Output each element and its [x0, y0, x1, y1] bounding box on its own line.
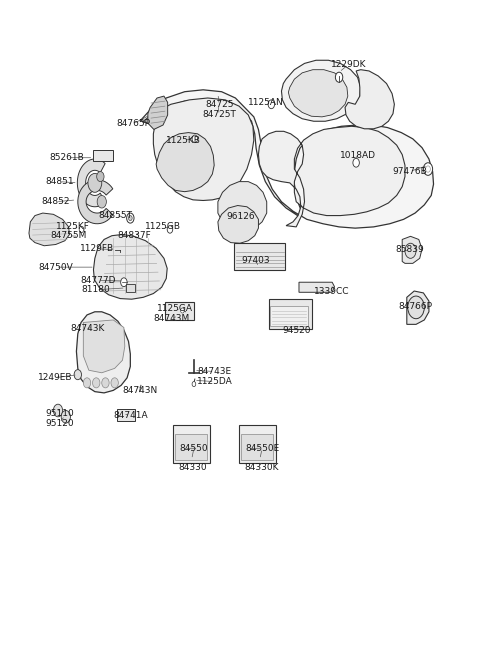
Circle shape — [192, 382, 196, 386]
Circle shape — [84, 378, 91, 388]
Polygon shape — [299, 282, 335, 292]
Text: 84855T: 84855T — [98, 211, 132, 220]
Text: 85261B: 85261B — [50, 153, 84, 162]
Circle shape — [79, 226, 84, 233]
Polygon shape — [407, 291, 429, 324]
Text: 84741A: 84741A — [113, 411, 148, 420]
Circle shape — [268, 100, 275, 109]
Circle shape — [129, 215, 132, 221]
Text: 84330K: 84330K — [245, 462, 279, 472]
Circle shape — [180, 308, 184, 313]
Text: 97403: 97403 — [242, 255, 270, 265]
Text: 84725T: 84725T — [203, 111, 236, 119]
Text: 1125KF: 1125KF — [56, 222, 90, 231]
Circle shape — [102, 378, 109, 388]
Polygon shape — [78, 179, 113, 224]
Text: 84852: 84852 — [41, 197, 70, 206]
FancyBboxPatch shape — [270, 306, 308, 326]
Circle shape — [408, 296, 424, 319]
FancyBboxPatch shape — [234, 243, 285, 270]
Text: 84550: 84550 — [180, 443, 208, 453]
Polygon shape — [148, 96, 168, 130]
Polygon shape — [76, 312, 131, 393]
Text: 84777D: 84777D — [80, 276, 116, 285]
FancyBboxPatch shape — [117, 409, 135, 421]
Text: 1229DK: 1229DK — [331, 60, 366, 69]
Text: 1018AD: 1018AD — [339, 151, 375, 160]
Polygon shape — [156, 132, 214, 192]
Text: 84851: 84851 — [45, 177, 73, 186]
FancyBboxPatch shape — [173, 425, 210, 462]
FancyBboxPatch shape — [176, 434, 207, 460]
FancyBboxPatch shape — [126, 284, 135, 291]
Polygon shape — [143, 98, 254, 200]
Polygon shape — [77, 159, 105, 207]
Text: 84743N: 84743N — [122, 386, 157, 395]
Circle shape — [405, 243, 416, 258]
Circle shape — [88, 174, 102, 193]
Text: 84766P: 84766P — [398, 302, 432, 311]
Text: 1129FB: 1129FB — [80, 244, 114, 253]
Text: 84743E: 84743E — [198, 367, 232, 376]
Text: 97476B: 97476B — [392, 167, 427, 176]
Text: 1125AN: 1125AN — [248, 98, 283, 107]
FancyBboxPatch shape — [269, 299, 312, 329]
Circle shape — [423, 162, 432, 176]
Text: 81180: 81180 — [82, 286, 110, 294]
FancyBboxPatch shape — [239, 425, 276, 462]
Circle shape — [336, 72, 343, 83]
FancyBboxPatch shape — [241, 434, 273, 460]
Polygon shape — [402, 236, 422, 263]
Circle shape — [53, 404, 62, 417]
Text: 84330: 84330 — [179, 462, 207, 472]
Text: 1125KB: 1125KB — [167, 136, 201, 145]
Text: 95110: 95110 — [45, 409, 74, 417]
Text: 1339CC: 1339CC — [314, 286, 350, 295]
Circle shape — [353, 159, 360, 167]
Circle shape — [167, 225, 173, 233]
FancyBboxPatch shape — [94, 150, 113, 162]
Text: 84725: 84725 — [205, 100, 233, 109]
Polygon shape — [218, 206, 258, 243]
Polygon shape — [288, 69, 348, 117]
Text: 84750V: 84750V — [38, 263, 73, 272]
Text: 95120: 95120 — [45, 419, 73, 428]
Circle shape — [111, 378, 119, 388]
Circle shape — [96, 172, 104, 181]
Polygon shape — [94, 234, 167, 299]
Text: 96126: 96126 — [227, 212, 255, 221]
Circle shape — [74, 369, 82, 380]
Circle shape — [61, 411, 71, 423]
Text: 84743K: 84743K — [71, 324, 105, 333]
Text: 84743M: 84743M — [154, 314, 190, 322]
Text: 1125GA: 1125GA — [156, 304, 192, 313]
Text: 84837F: 84837F — [117, 231, 151, 240]
Text: 1249EB: 1249EB — [37, 373, 72, 383]
Polygon shape — [29, 213, 70, 246]
Text: 1125GB: 1125GB — [144, 223, 180, 231]
Text: 1125DA: 1125DA — [197, 377, 232, 386]
FancyBboxPatch shape — [165, 303, 194, 320]
Text: 84755M: 84755M — [50, 231, 87, 240]
Circle shape — [426, 166, 430, 172]
Polygon shape — [141, 90, 433, 228]
Circle shape — [120, 278, 127, 287]
Polygon shape — [258, 126, 405, 227]
Polygon shape — [345, 69, 395, 129]
Circle shape — [127, 213, 134, 223]
Text: 84550E: 84550E — [245, 443, 279, 453]
Polygon shape — [218, 181, 267, 232]
Polygon shape — [84, 320, 125, 373]
Text: 85839: 85839 — [395, 245, 424, 254]
Text: 84765P: 84765P — [116, 119, 150, 128]
Text: 94520: 94520 — [282, 326, 311, 335]
Circle shape — [93, 378, 100, 388]
Circle shape — [97, 195, 107, 208]
Circle shape — [192, 135, 198, 143]
Polygon shape — [281, 60, 361, 121]
